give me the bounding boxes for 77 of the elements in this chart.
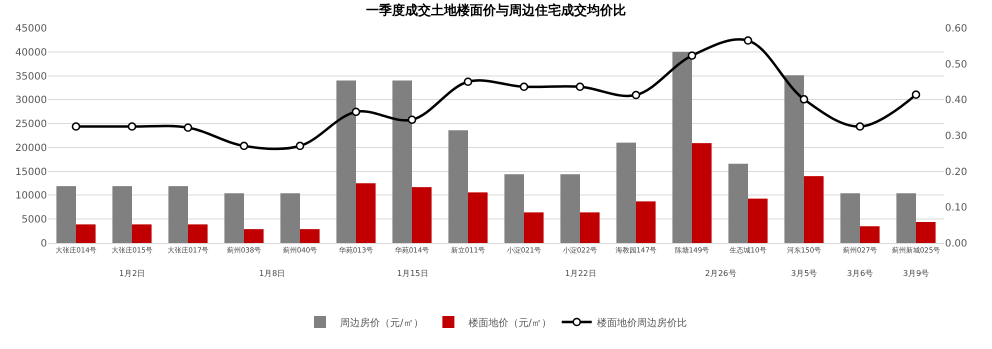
bar	[392, 80, 412, 243]
y2-tick-label: 0.60	[945, 24, 968, 34]
point	[912, 90, 920, 99]
bar	[560, 174, 580, 243]
point	[576, 82, 584, 92]
point	[856, 122, 864, 131]
bar	[804, 176, 824, 243]
y-tick-label: 15000	[15, 166, 47, 178]
legend-label: 周边房价（元/㎡）	[340, 316, 424, 329]
bar	[524, 212, 544, 243]
bar	[280, 193, 300, 243]
y2-tick-label: 0.00	[945, 238, 968, 250]
bar	[580, 212, 600, 243]
bar	[748, 198, 768, 243]
y-tick-label: 20000	[15, 142, 47, 154]
point	[408, 115, 416, 124]
y2-tick-label: 0.20	[945, 166, 968, 178]
bar	[636, 201, 656, 243]
bar	[412, 187, 432, 243]
text: 1月15日	[397, 269, 428, 278]
point	[632, 90, 640, 100]
chart-title: 一季度成交土地楼面价与周边住宅成交均价比	[366, 2, 626, 18]
y-tick-label: 5000	[22, 214, 47, 226]
bar	[692, 143, 712, 243]
bar	[860, 226, 880, 243]
text: 3月5号	[791, 269, 818, 278]
point	[744, 36, 752, 45]
y-tick-label: 30000	[15, 95, 47, 106]
text: 3月6号	[847, 269, 874, 278]
point	[688, 51, 696, 60]
bar	[616, 142, 636, 243]
bar	[168, 186, 188, 243]
bar	[132, 224, 152, 243]
point	[184, 123, 192, 132]
text: 1月22日	[565, 269, 596, 278]
bar	[300, 229, 320, 243]
y-tick-label: 40000	[15, 47, 47, 58]
y-tick-label: 0	[40, 238, 47, 250]
y2-tick-label: 0.30	[945, 131, 968, 142]
y-tick-label: 45000	[15, 24, 47, 34]
point	[128, 122, 136, 131]
y2-tick-label: 0.50	[945, 59, 968, 70]
text: 1月8日	[259, 269, 286, 278]
legend-label: 楼面地价（元/㎡）	[468, 316, 552, 329]
point	[800, 95, 808, 104]
point	[296, 142, 304, 150]
point	[520, 82, 528, 92]
bar	[840, 193, 860, 243]
y2-tick-label: 0.10	[945, 202, 968, 214]
bar	[672, 52, 692, 243]
y-tick-label: 10000	[15, 190, 47, 202]
bar	[728, 164, 748, 243]
text: 2月26号	[705, 269, 736, 278]
point	[240, 142, 248, 150]
bar	[896, 193, 916, 243]
y-tick-label: 35000	[15, 71, 47, 82]
text: 3月9号	[903, 269, 930, 278]
point	[72, 122, 80, 131]
bar	[448, 130, 468, 243]
bar	[916, 222, 936, 243]
legend-label: 楼面地价周边房价比	[596, 316, 687, 329]
text: 1月2日	[119, 269, 146, 278]
bar	[112, 186, 132, 243]
bar	[784, 75, 804, 243]
bar	[336, 80, 356, 243]
bar	[188, 224, 208, 243]
bar	[244, 229, 264, 243]
point	[352, 108, 360, 116]
bar	[356, 183, 376, 243]
bar	[504, 174, 524, 243]
bar	[56, 186, 76, 243]
bar	[224, 193, 244, 243]
y2-tick-label: 0.40	[945, 95, 968, 106]
point	[464, 78, 472, 86]
y-tick-label: 25000	[15, 119, 47, 130]
bar	[76, 224, 96, 243]
bar	[468, 192, 488, 243]
